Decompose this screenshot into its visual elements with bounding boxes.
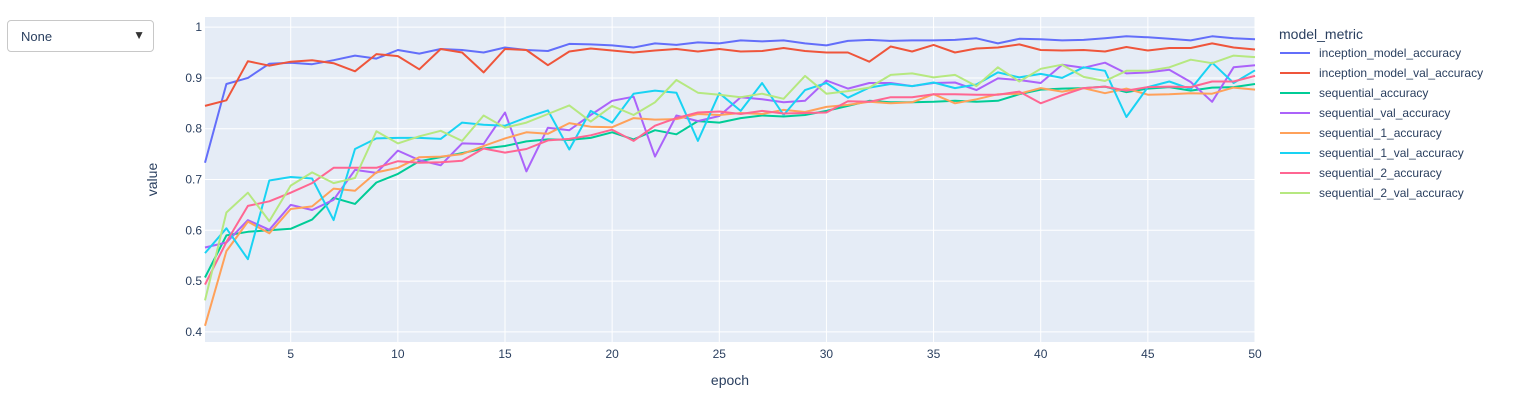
x-axis-ticks: 5 10 15 20 25 30 35 40 45 50 xyxy=(287,347,1262,361)
x-tick-label: 10 xyxy=(391,347,405,361)
x-tick-label: 20 xyxy=(605,347,619,361)
series-lines xyxy=(204,35,1256,327)
legend-item-label: sequential_1_accuracy xyxy=(1319,126,1442,140)
color-filter-dropdown[interactable]: None ▼ xyxy=(7,20,154,52)
x-tick-label: 5 xyxy=(287,347,294,361)
x-tick-label: 30 xyxy=(820,347,834,361)
x-tick-label: 35 xyxy=(927,347,941,361)
series-line-inception_model_accuracy xyxy=(204,35,1256,163)
y-tick-label: 0.9 xyxy=(185,71,202,85)
series-line-sequential_2_accuracy xyxy=(204,74,1256,286)
y-tick-label: 1 xyxy=(195,20,202,34)
legend-item-label: sequential_val_accuracy xyxy=(1319,106,1450,120)
y-tick-label: 0.4 xyxy=(185,325,202,339)
series-line-inception_model_val_accuracy xyxy=(204,42,1256,107)
dropdown-selected-value: None xyxy=(21,29,53,44)
legend-item-label: inception_model_val_accuracy xyxy=(1319,66,1483,80)
legend-item-label: sequential_2_val_accuracy xyxy=(1319,186,1464,200)
x-tick-label: 50 xyxy=(1248,347,1262,361)
y-tick-label: 0.5 xyxy=(185,274,202,288)
legend-item-label: sequential_2_accuracy xyxy=(1319,166,1442,180)
legend-item-label: sequential_accuracy xyxy=(1319,86,1428,100)
triangle-down-icon: ▼ xyxy=(133,28,145,42)
series-line-sequential_1_val_accuracy xyxy=(204,61,1256,261)
series-line-sequential_val_accuracy xyxy=(204,61,1256,249)
y-axis-title: value xyxy=(144,163,160,197)
legend-title: model_metric xyxy=(1279,26,1363,42)
x-tick-label: 15 xyxy=(498,347,512,361)
y-axis-ticks: 0.4 0.5 0.6 0.7 0.8 0.9 1 xyxy=(185,20,202,339)
legend: inception_model_accuracy inception_model_… xyxy=(1280,46,1483,200)
y-tick-label: 0.6 xyxy=(185,223,202,237)
x-tick-label: 25 xyxy=(713,347,727,361)
y-tick-label: 0.7 xyxy=(185,173,202,187)
x-tick-label: 40 xyxy=(1034,347,1048,361)
y-tick-label: 0.8 xyxy=(185,122,202,136)
legend-item-label: sequential_1_val_accuracy xyxy=(1319,146,1464,160)
x-tick-label: 45 xyxy=(1141,347,1155,361)
legend-item-label: inception_model_accuracy xyxy=(1319,46,1461,60)
x-axis-title: epoch xyxy=(711,372,749,388)
series-line-sequential_2_val_accuracy xyxy=(204,54,1256,301)
